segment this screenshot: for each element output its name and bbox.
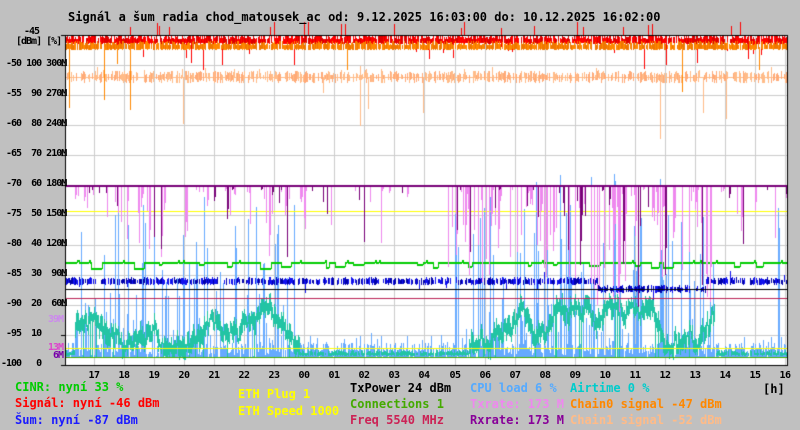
x-axis-unit-label: [h]: [763, 382, 785, 396]
legend-item: Rxrate: 173 M: [470, 413, 564, 427]
y-axis-top-tick: -45: [24, 26, 40, 37]
legend-item: Chain0 signal -47 dBm: [570, 397, 722, 411]
y-axis-rate-label: 39M: [48, 314, 64, 325]
y-axis-tick-label: -100 0: [1, 358, 67, 369]
x-axis-hour-label: 12: [659, 370, 671, 381]
x-axis-hour-label: 19: [148, 370, 160, 381]
y-axis-tick-label: -95 10: [1, 328, 67, 339]
y-axis-units-label: [dBm] [%]: [16, 36, 62, 47]
x-axis-hour-label: 10: [599, 370, 611, 381]
legend-item: Connections 1: [350, 397, 444, 411]
legend-item: Signál: nyní -46 dBm: [15, 396, 160, 410]
y-axis-tick-label: -50 100 300M: [1, 58, 67, 69]
x-axis-hour-label: 17: [88, 370, 100, 381]
y-axis-tick-label: -60 80 240M: [1, 118, 67, 129]
x-axis-hour-label: 11: [629, 370, 641, 381]
x-axis-hour-label: 07: [509, 370, 521, 381]
legend-item: Šum: nyní -87 dBm: [15, 413, 138, 427]
y-axis-rate-label: 6M: [53, 350, 64, 361]
legend-item: Txrate: 173 M: [470, 397, 564, 411]
y-axis-tick-label: -65 70 210M: [1, 148, 67, 159]
y-axis-tick-label: -80 40 120M: [1, 238, 67, 249]
y-axis-rate-label: 13M: [48, 342, 64, 353]
legend-item: CINR: nyní 33 %: [15, 380, 124, 394]
x-axis-hour-label: 05: [449, 370, 461, 381]
x-axis-hour-label: 21: [208, 370, 220, 381]
legend-item: Chain1 signal -52 dBm: [570, 413, 722, 427]
x-axis-hour-label: 16: [779, 370, 791, 381]
legend-item: ETH Speed 1000: [238, 404, 340, 418]
x-axis-hour-label: 01: [328, 370, 340, 381]
y-axis-tick-label: -85 30 90M: [1, 268, 67, 279]
x-axis-hour-label: 09: [569, 370, 581, 381]
x-axis-hour-label: 08: [539, 370, 551, 381]
x-axis-hour-label: 00: [298, 370, 310, 381]
x-axis-hour-label: 20: [178, 370, 190, 381]
y-axis-tick-label: -70 60 180M: [1, 178, 67, 189]
x-axis-hour-label: 14: [719, 370, 731, 381]
legend-item: Airtime 0 %: [570, 381, 650, 395]
y-axis-tick-label: -75 50 150M: [1, 208, 67, 219]
x-axis-hour-label: 18: [118, 370, 130, 381]
legend-item: Freq 5540 MHz: [350, 413, 444, 427]
x-axis-hour-label: 15: [749, 370, 761, 381]
chart-title: Signál a šum radia chod_matousek_ac od: …: [68, 10, 661, 24]
x-axis-hour-label: 06: [479, 370, 491, 381]
legend-item: CPU load 6 %: [470, 381, 557, 395]
y-axis-tick-label: -90 20 60M: [1, 298, 67, 309]
x-axis-hour-label: 02: [358, 370, 370, 381]
x-axis-hour-label: 22: [238, 370, 250, 381]
legend-item: ETH Plug 1: [238, 387, 311, 401]
x-axis-hour-label: 23: [268, 370, 280, 381]
y-axis-tick-label: -55 90 270M: [1, 88, 67, 99]
legend-item: TxPower 24 dBm: [350, 381, 452, 395]
x-axis-hour-label: 13: [689, 370, 701, 381]
x-axis-hour-label: 04: [418, 370, 430, 381]
x-axis-hour-label: 03: [388, 370, 400, 381]
